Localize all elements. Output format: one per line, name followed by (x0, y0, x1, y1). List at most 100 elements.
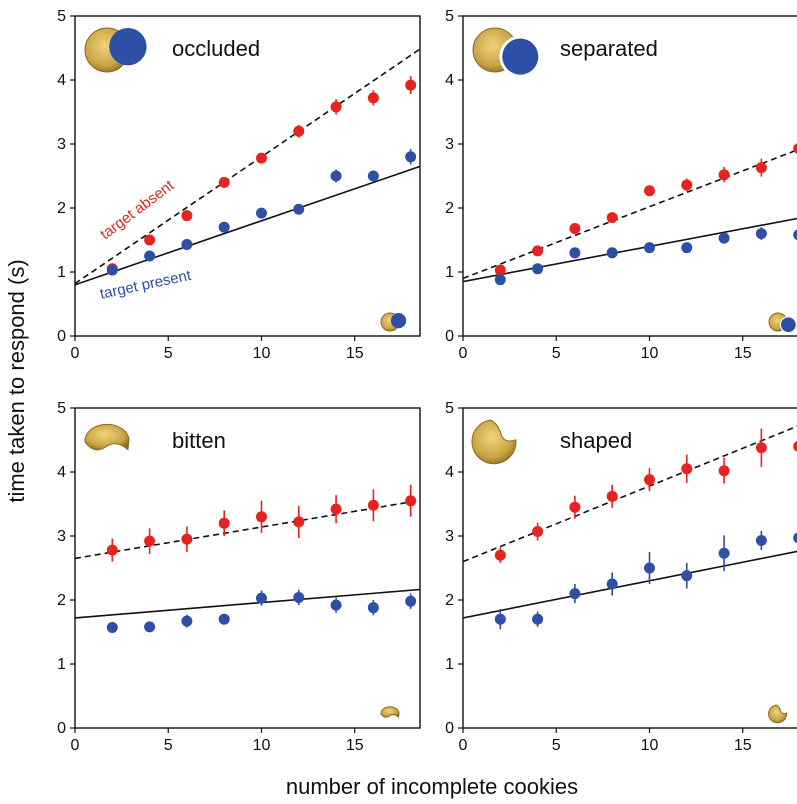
y-tick-label: 3 (57, 136, 66, 153)
data-point-target-present (405, 151, 417, 163)
data-point-target-present (718, 232, 730, 244)
data-point-target-absent (494, 549, 506, 561)
y-tick-label: 2 (57, 592, 66, 609)
data-point-target-present (255, 207, 267, 219)
y-tick-label: 0 (445, 328, 454, 345)
cookie-shape (768, 704, 788, 724)
data-point-target-present (606, 578, 618, 590)
data-point-target-present (293, 591, 305, 603)
data-point-target-absent (755, 442, 767, 454)
data-point-target-present (255, 592, 267, 604)
plot-frame (462, 407, 797, 729)
x-tick-label: 5 (552, 737, 561, 754)
x-tick-label: 10 (253, 345, 271, 362)
y-tick-label: 3 (445, 528, 454, 545)
panel-title: occluded (172, 36, 260, 61)
plot-area (75, 484, 420, 634)
data-point-target-absent (218, 517, 230, 529)
y-tick-label: 3 (57, 528, 66, 545)
data-point-target-absent (606, 212, 618, 224)
y-tick-label: 1 (57, 264, 66, 281)
data-point-target-present (793, 532, 797, 544)
data-point-target-absent (532, 526, 544, 538)
panel-bitten: 0 1 2 3 4 5 0 5 10 15 bitten (57, 400, 421, 754)
x-tick-label: 0 (71, 345, 80, 362)
fit-line-target-present (463, 550, 797, 619)
cookie-shape (84, 423, 130, 451)
y-tick-label: 4 (57, 72, 66, 89)
y-tick-label: 3 (445, 136, 454, 153)
data-point-target-present (569, 247, 581, 259)
y-tick-label: 5 (57, 400, 66, 417)
plot-area (463, 425, 797, 630)
y-tick-label: 1 (445, 656, 454, 673)
annotation-target-absent: target absent (97, 176, 178, 243)
data-point-target-present (144, 250, 156, 262)
y-tick-label: 4 (445, 72, 454, 89)
x-tick-label: 15 (346, 345, 364, 362)
data-point-target-absent (293, 125, 305, 137)
plot-area (463, 143, 797, 286)
data-point-target-present (755, 228, 767, 240)
data-point-target-present (793, 229, 797, 241)
data-point-target-absent (718, 169, 730, 181)
data-point-target-absent (569, 501, 581, 513)
x-tick-label: 15 (734, 345, 752, 362)
x-tick-label: 5 (164, 737, 173, 754)
y-tick-label: 2 (445, 200, 454, 217)
data-point-target-present (367, 170, 379, 182)
data-point-target-present (405, 595, 417, 607)
data-point-target-present (606, 247, 618, 259)
y-tick-label: 0 (445, 720, 454, 737)
y-tick-label: 4 (57, 464, 66, 481)
data-point-target-absent (681, 179, 693, 191)
plot-frame (74, 407, 421, 729)
data-point-target-absent (643, 474, 655, 486)
data-point-target-absent (643, 185, 655, 197)
data-point-target-absent (181, 533, 193, 545)
fit-line-target-present (75, 165, 420, 286)
data-point-target-present (755, 534, 767, 546)
data-point-target-present (218, 613, 230, 625)
y-tick-label: 1 (57, 656, 66, 673)
occluder-disc (109, 28, 147, 66)
small-separated-cookie-icon (768, 312, 797, 334)
data-point-target-present (181, 238, 193, 250)
data-point-target-absent (181, 210, 193, 222)
separated-disc (502, 38, 539, 75)
data-point-target-absent (255, 152, 267, 164)
y-tick-label: 5 (445, 400, 454, 417)
data-point-target-absent (793, 441, 797, 452)
data-point-target-absent (330, 503, 342, 515)
separated-disc (780, 317, 796, 333)
y-tick-label: 5 (57, 8, 66, 25)
plot-frame (462, 15, 797, 337)
y-tick-label: 4 (445, 464, 454, 481)
panel-separated: 0 1 2 3 4 5 0 5 10 15 separated (445, 8, 797, 362)
x-tick-label: 5 (552, 345, 561, 362)
panel-shaped: 0 1 2 3 4 5 0 5 10 15 shaped (445, 400, 797, 754)
y-tick-label: 2 (445, 592, 454, 609)
data-point-target-present (532, 263, 544, 275)
bitten-cookie-icon (84, 423, 130, 451)
x-axis-title: number of incomplete cookies (286, 774, 578, 799)
data-point-target-absent (367, 499, 379, 511)
x-tick-label: 0 (459, 737, 468, 754)
data-point-target-absent (793, 143, 797, 154)
data-point-target-present (532, 613, 544, 625)
y-tick-label: 1 (445, 264, 454, 281)
data-point-target-present (330, 599, 342, 611)
data-point-target-present (718, 547, 730, 559)
data-point-target-absent (144, 234, 156, 246)
data-point-target-absent (606, 490, 618, 502)
x-tick-label: 10 (641, 345, 659, 362)
panel-title: bitten (172, 428, 226, 453)
panel-title: shaped (560, 428, 632, 453)
data-point-target-present (218, 221, 230, 233)
data-point-target-absent (405, 79, 417, 91)
plot-frame (74, 15, 421, 337)
data-point-target-present (367, 602, 379, 614)
data-point-target-present (106, 622, 118, 634)
x-tick-label: 15 (734, 737, 752, 754)
